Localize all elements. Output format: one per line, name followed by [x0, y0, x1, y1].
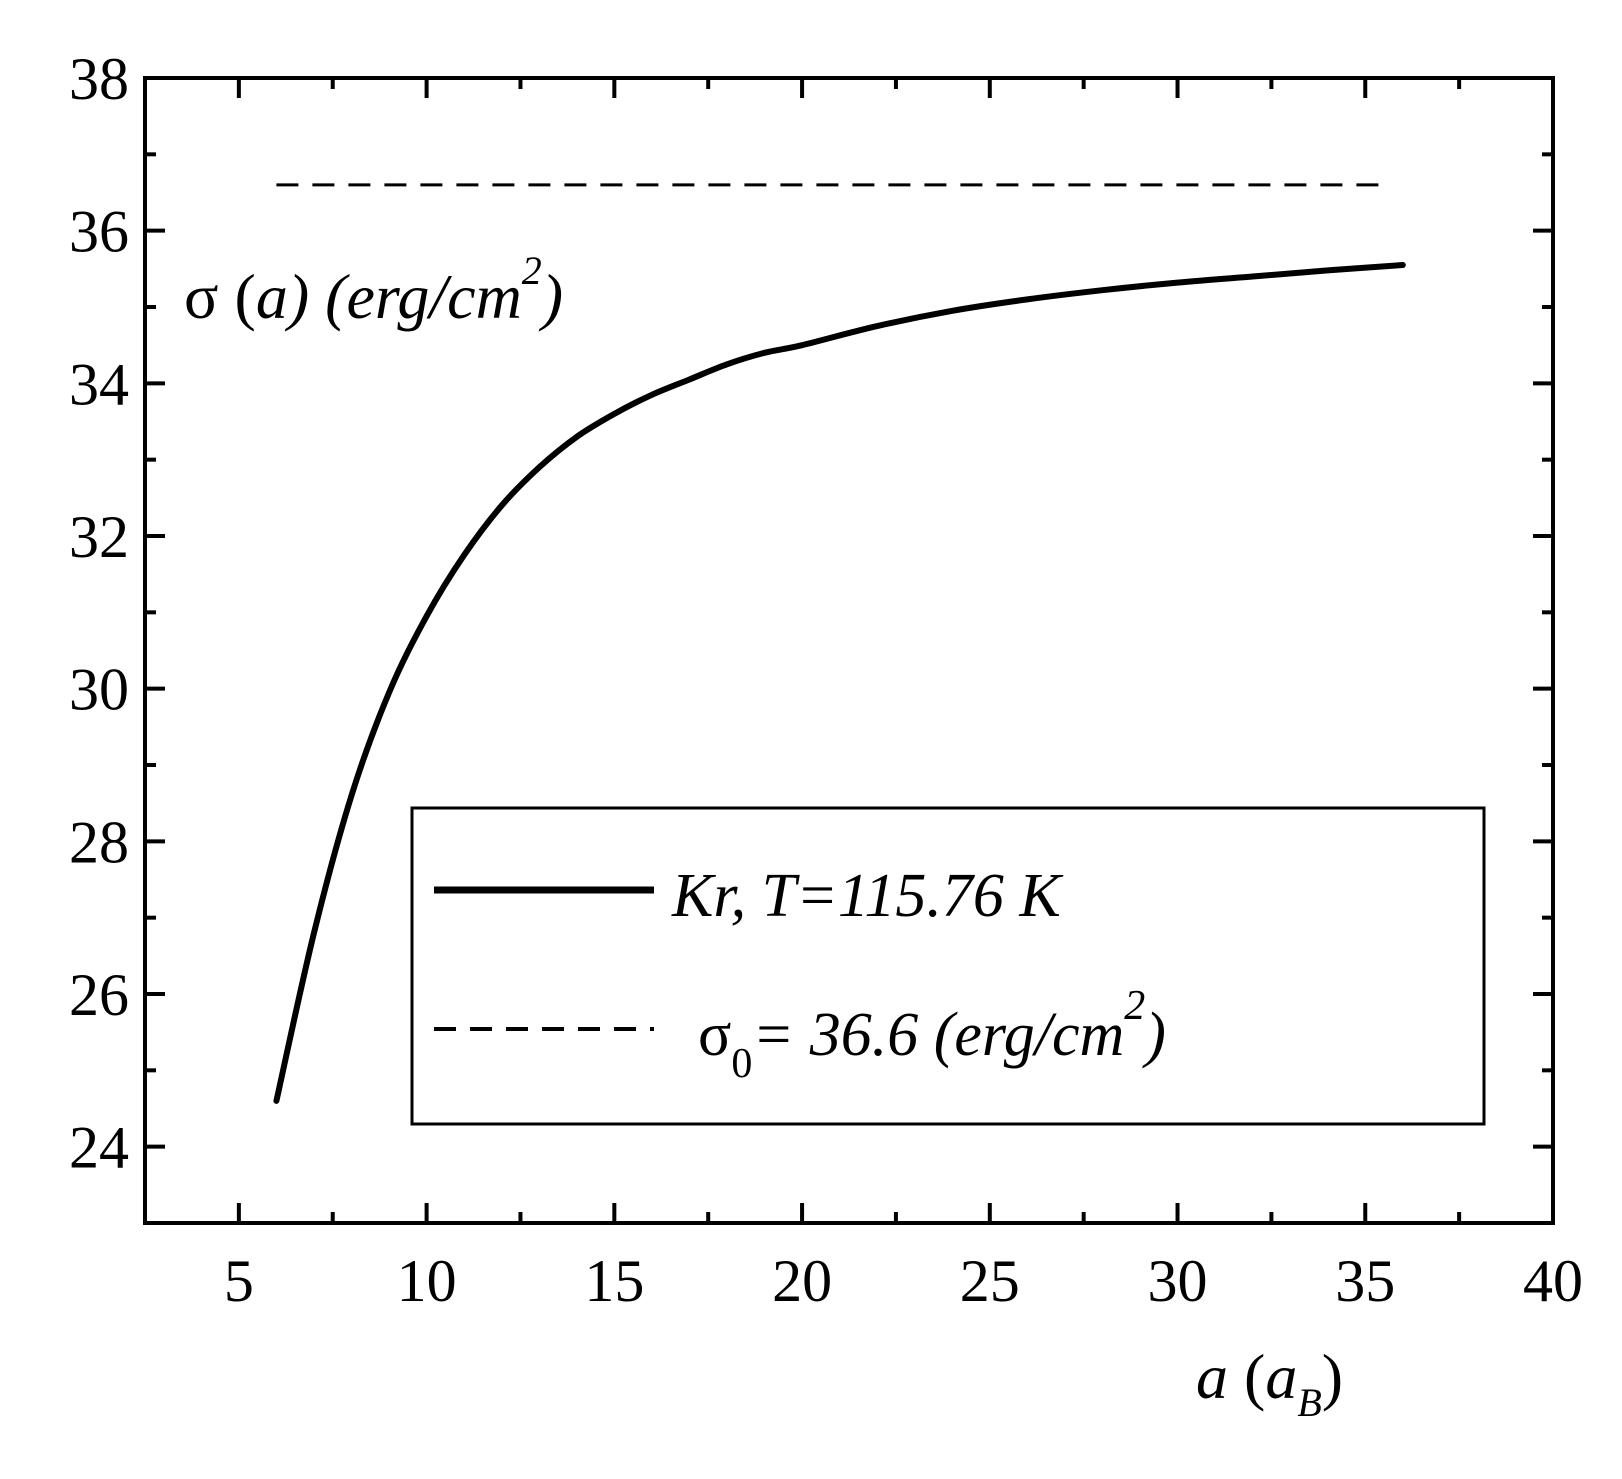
legend-entry-sigma0: σ0= 36.6 (erg/cm2) [698, 983, 1166, 1087]
x-tick-label: 25 [960, 1248, 1020, 1314]
legend-sigma-sub: 0 [731, 1041, 752, 1087]
y-tick-label: 28 [69, 809, 129, 875]
y-tick-label: 34 [69, 351, 129, 417]
legend-close: ) [1142, 1001, 1166, 1069]
x-tick-label: 40 [1523, 1248, 1583, 1314]
legend-eq: = 36.6 (erg/cm [752, 1001, 1124, 1069]
x-label-sub: B [1297, 1380, 1321, 1425]
x-label-open: ( [1228, 1341, 1265, 1412]
y-tick-label: 36 [69, 199, 129, 265]
y-tick-label: 38 [69, 46, 129, 112]
y-tick-label: 32 [69, 504, 129, 570]
x-label-close: ) [1322, 1341, 1343, 1412]
series-layer [273, 183, 1406, 1104]
x-tick-label: 5 [224, 1248, 254, 1314]
x-tick-label: 15 [584, 1248, 644, 1314]
x-tick-label: 20 [772, 1248, 832, 1314]
legend-entry-kr: Kr, T=115.76 K [671, 862, 1064, 930]
legend: Kr, T=115.76 K σ0= 36.6 (erg/cm2) [410, 806, 1486, 1126]
series-kr-curve [273, 262, 1406, 1104]
plot-frame [143, 76, 1555, 1225]
y-label-sup: 2 [522, 248, 542, 293]
x-axis-label: a (aB) [1196, 1341, 1343, 1425]
y-tick-label: 24 [69, 1115, 129, 1181]
x-tick-label: 35 [1335, 1248, 1395, 1314]
x-tick-label: 30 [1148, 1248, 1208, 1314]
y-label-sigma: σ [184, 261, 219, 332]
legend-sup: 2 [1124, 983, 1145, 1029]
y-axis-label: σ (a) (erg/cm2) [184, 248, 563, 332]
y-tick-label: 30 [69, 657, 129, 723]
y-label-open: ( [219, 261, 256, 332]
x-label-var: a [1196, 1341, 1228, 1412]
y-tick-label: 26 [69, 962, 129, 1028]
y-label-var: a [256, 261, 288, 332]
y-label-mid: ) (erg/cm [284, 261, 522, 332]
x-tick-label: 10 [397, 1248, 457, 1314]
x-label-sym: a [1265, 1341, 1297, 1412]
legend-box [410, 806, 1486, 1126]
legend-sigma: σ [698, 1001, 731, 1069]
y-label-close: ) [538, 261, 563, 332]
